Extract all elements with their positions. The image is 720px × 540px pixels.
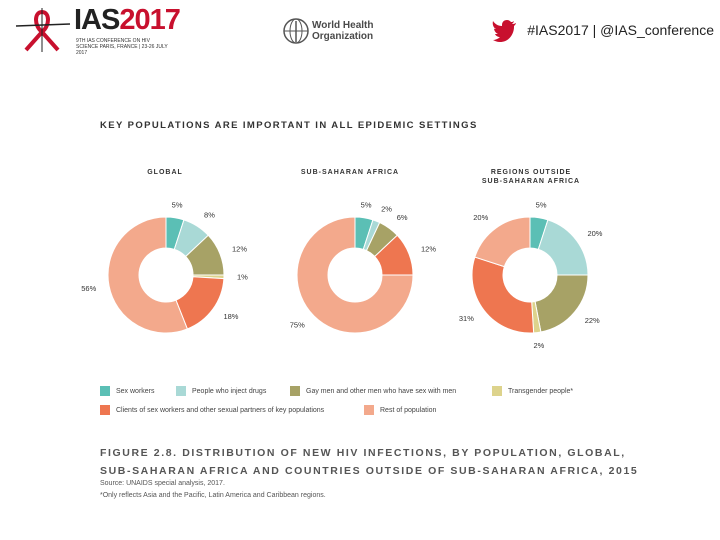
legend-swatch: [492, 386, 502, 396]
legend-swatch: [176, 386, 186, 396]
panel-title-global: GLOBAL: [147, 169, 183, 176]
panel-title-outside-ssa: REGIONS OUTSIDE SUB-SAHARAN AFRICA: [481, 169, 581, 185]
data-label-panel1-people-who-inject-drugs: 8%: [204, 211, 215, 220]
data-label-panel1-transgender: 1%: [237, 273, 248, 282]
slice-panel3-msm: [534, 274, 589, 333]
legend-item-sex-workers: Sex workers: [100, 386, 155, 396]
legend-item-rest-of-population: Rest of population: [364, 405, 436, 415]
legend-item-transgender: Transgender people*: [492, 386, 573, 396]
legend-swatch: [290, 386, 300, 396]
data-label-panel2-rest-of-population: 75%: [290, 321, 305, 330]
data-label-panel1-rest-of-population: 56%: [81, 284, 96, 293]
slice-panel3-people-who-inject-drugs: [537, 219, 589, 276]
twitter-bird-icon: [492, 20, 516, 42]
legend-swatch: [364, 405, 374, 415]
data-label-panel1-sex-workers: 5%: [172, 200, 183, 209]
header-bar: IAS2017 9TH IAS CONFERENCE ON HIV SCIENC…: [0, 0, 720, 62]
slice-panel3-rest-of-population: [474, 216, 531, 268]
legend-item-clients: Clients of sex workers and other sexual …: [100, 405, 324, 415]
data-label-panel3-sex-workers: 5%: [536, 200, 547, 209]
data-label-panel2-clients: 12%: [421, 244, 436, 253]
data-label-panel2-people-who-inject-drugs: 2%: [381, 204, 392, 213]
social-hashtag: #IAS2017 | @IAS_conference: [527, 22, 714, 38]
who-logo-text: World Health Organization: [312, 20, 374, 42]
data-label-panel3-msm: 22%: [585, 316, 600, 325]
conference-subtitle: 9TH IAS CONFERENCE ON HIV SCIENCE PARIS,…: [76, 38, 168, 56]
figure-caption: FIGURE 2.8. DISTRIBUTION OF NEW HIV INFE…: [100, 447, 639, 477]
slice-panel3-clients: [471, 256, 535, 334]
data-label-panel3-transgender: 2%: [533, 341, 544, 350]
data-label-panel3-clients: 31%: [459, 314, 474, 323]
conference-logo-text: IAS2017: [74, 4, 181, 36]
data-label-panel2-sex-workers: 5%: [361, 200, 372, 209]
slice-panel1-rest-of-population: [107, 216, 189, 334]
figure-source: Source: UNAIDS special analysis, 2017. *…: [100, 480, 326, 499]
data-label-panel1-clients: 18%: [223, 312, 238, 321]
legend-item-gay-men-msm: Gay men and other men who have sex with …: [290, 386, 456, 396]
data-label-panel1-msm: 12%: [232, 244, 247, 253]
who-emblem-icon: [283, 18, 309, 44]
panel-title-ssa: SUB-SAHARAN AFRICA: [300, 169, 400, 176]
legend-item-people-who-inject-drugs: People who inject drugs: [176, 386, 266, 396]
legend-swatch: [100, 405, 110, 415]
data-label-panel2-msm: 6%: [397, 213, 408, 222]
legend-swatch: [100, 386, 110, 396]
chart-title: KEY POPULATIONS ARE IMPORTANT IN ALL EPI…: [100, 120, 478, 131]
data-label-panel3-people-who-inject-drugs: 20%: [587, 229, 602, 238]
aids-ribbon-logo: [15, 8, 71, 52]
slice-panel2-rest-of-population: [296, 216, 414, 334]
data-label-panel3-rest-of-population: 20%: [473, 213, 488, 222]
